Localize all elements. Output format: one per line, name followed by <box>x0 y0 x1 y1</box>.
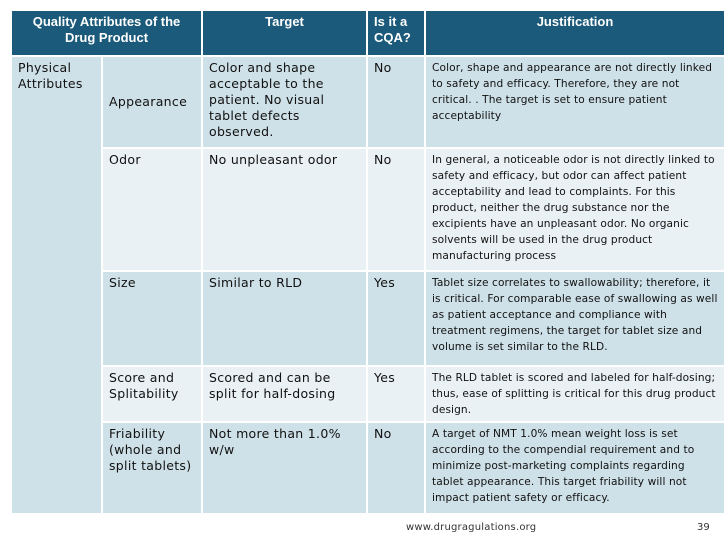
cqa-cell: No <box>366 421 426 515</box>
header-row: Quality Attributes of the Drug Product T… <box>10 9 726 57</box>
cqa-cell: No <box>366 147 426 272</box>
justification-cell: Tablet size correlates to swallowability… <box>424 270 726 367</box>
attribute-cell: Friability (whole and split tablets) <box>101 421 203 515</box>
table-row: Physical Attributes Appearance Color and… <box>10 55 726 515</box>
target-cell: Color and shape acceptable to the patien… <box>201 55 368 149</box>
target-cell: Not more than 1.0% w/w <box>201 421 368 515</box>
page-number: 39 <box>697 522 710 533</box>
justification-cell: Color, shape and appearance are not dire… <box>424 55 726 149</box>
header-justification: Justification <box>424 9 726 57</box>
justification-cell: The RLD tablet is scored and labeled for… <box>424 365 726 423</box>
target-cell: Similar to RLD <box>201 270 368 367</box>
attribute-cell: Odor <box>101 147 203 272</box>
header-target: Target <box>201 9 368 57</box>
target-cell: Scored and can be split for half-dosing <box>201 365 368 423</box>
cqa-cell: Yes <box>366 365 426 423</box>
table-row: Odor No unpleasant odor No In general, a… <box>11 147 726 272</box>
footer-url: www.drugragulations.org <box>406 522 537 533</box>
justification-cell: A target of NMT 1.0% mean weight loss is… <box>424 421 726 515</box>
justification-cell: In general, a noticeable odor is not dir… <box>424 147 726 272</box>
attribute-cell: Appearance <box>101 55 203 149</box>
attribute-cell: Score and Splitability <box>101 365 203 423</box>
target-cell: No unpleasant odor <box>201 147 368 272</box>
table-row: Friability (whole and split tablets) Not… <box>11 421 726 515</box>
header-is-cqa: Is it a CQA? <box>366 9 426 57</box>
header-quality-attributes: Quality Attributes of the Drug Product <box>10 9 203 57</box>
attribute-cell: Size <box>101 270 203 367</box>
cqa-cell: No <box>366 55 426 149</box>
table-row: Size Similar to RLD Yes Tablet size corr… <box>11 270 726 367</box>
group-label-physical-attributes: Physical Attributes <box>10 55 103 515</box>
table-row: Score and Splitability Scored and can be… <box>11 365 726 423</box>
cqa-table: Quality Attributes of the Drug Product T… <box>10 9 726 515</box>
cqa-cell: Yes <box>366 270 426 367</box>
